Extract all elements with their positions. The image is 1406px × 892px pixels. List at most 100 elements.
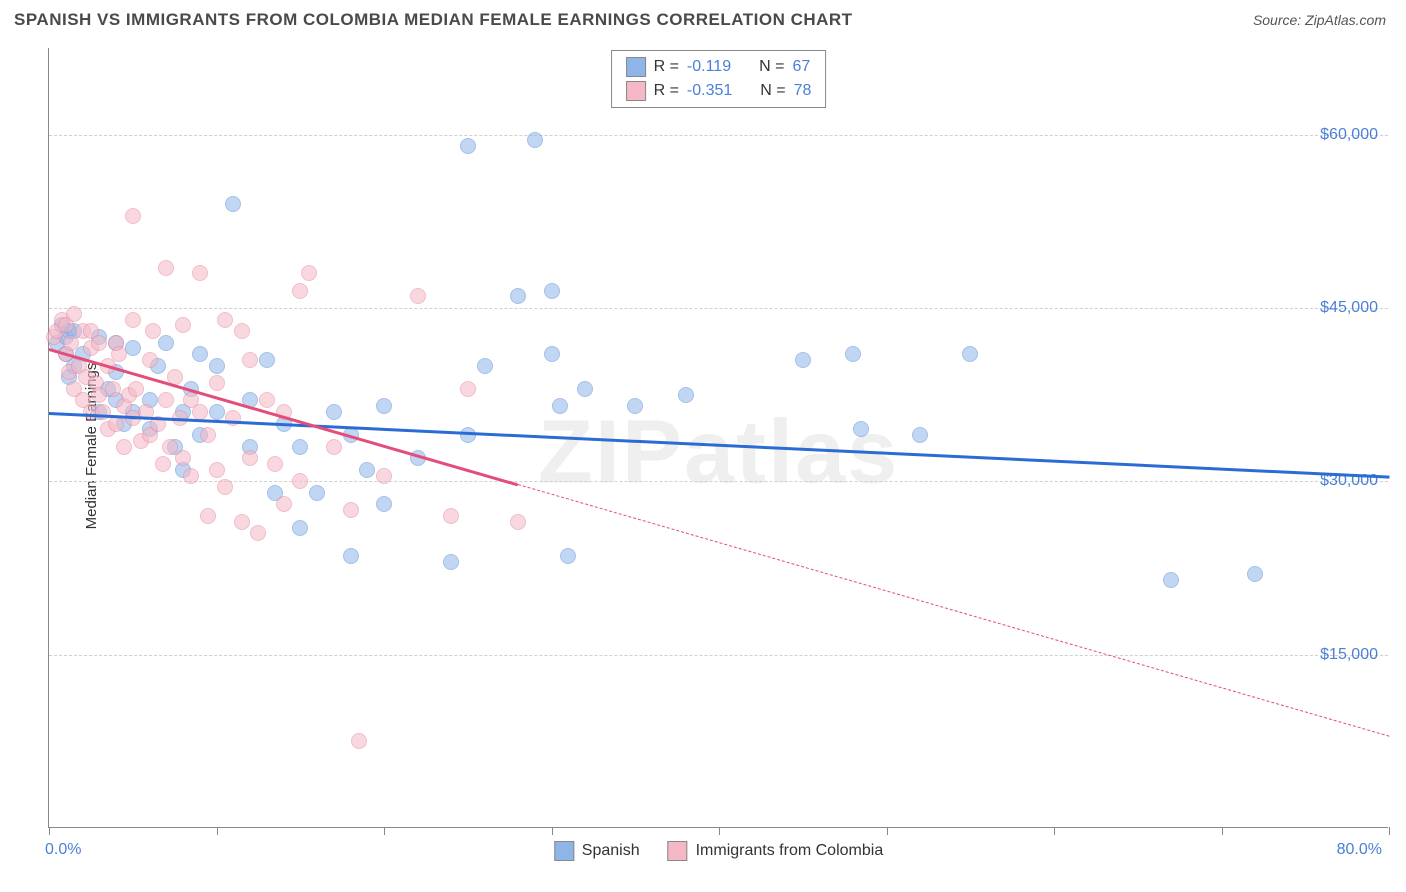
data-point [301, 265, 317, 281]
data-point [292, 439, 308, 455]
series-swatch [626, 57, 646, 77]
data-point [200, 508, 216, 524]
data-point [111, 346, 127, 362]
data-point [234, 323, 250, 339]
data-point [410, 288, 426, 304]
series-swatch [668, 841, 688, 861]
data-point [460, 427, 476, 443]
data-point [259, 352, 275, 368]
data-point [145, 323, 161, 339]
data-point [128, 381, 144, 397]
data-point [158, 260, 174, 276]
trend-line [518, 484, 1389, 737]
r-value: -0.351 [687, 82, 732, 100]
data-point [510, 288, 526, 304]
data-point [209, 358, 225, 374]
data-point [125, 208, 141, 224]
data-point [527, 132, 543, 148]
x-tick [384, 827, 385, 835]
data-point [376, 496, 392, 512]
correlation-row: R = -0.119 N = 67 [612, 55, 826, 79]
data-point [116, 439, 132, 455]
data-point [443, 508, 459, 524]
data-point [1247, 566, 1263, 582]
data-point [678, 387, 694, 403]
correlation-box: R = -0.119 N = 67 R = -0.351 N = 78 [611, 50, 827, 108]
data-point [217, 312, 233, 328]
x-tick [1222, 827, 1223, 835]
data-point [544, 346, 560, 362]
n-label: N = [760, 82, 785, 100]
data-point [376, 398, 392, 414]
data-point [192, 346, 208, 362]
data-point [962, 346, 978, 362]
data-point [460, 381, 476, 397]
series-swatch [554, 841, 574, 861]
data-point [209, 375, 225, 391]
data-point [309, 485, 325, 501]
chart-title: SPANISH VS IMMIGRANTS FROM COLOMBIA MEDI… [14, 10, 853, 30]
data-point [351, 733, 367, 749]
data-point [443, 554, 459, 570]
data-point [853, 421, 869, 437]
data-point [912, 427, 928, 443]
legend: Spanish Immigrants from Colombia [554, 841, 883, 861]
x-axis-max-label: 80.0% [1337, 841, 1382, 859]
data-point [343, 502, 359, 518]
data-point [192, 265, 208, 281]
chart-header: SPANISH VS IMMIGRANTS FROM COLOMBIA MEDI… [0, 0, 1406, 38]
data-point [158, 335, 174, 351]
data-point [242, 450, 258, 466]
data-point [627, 398, 643, 414]
data-point [292, 473, 308, 489]
data-point [192, 404, 208, 420]
data-point [510, 514, 526, 530]
gridline [49, 481, 1388, 482]
data-point [292, 283, 308, 299]
series-swatch [626, 81, 646, 101]
correlation-row: R = -0.351 N = 78 [612, 79, 826, 103]
x-tick [552, 827, 553, 835]
data-point [66, 306, 82, 322]
legend-label: Immigrants from Colombia [696, 842, 884, 860]
n-value: 78 [794, 82, 812, 100]
data-point [158, 392, 174, 408]
data-point [460, 138, 476, 154]
data-point [1163, 572, 1179, 588]
x-tick [1054, 827, 1055, 835]
r-value: -0.119 [687, 58, 731, 76]
data-point [845, 346, 861, 362]
data-point [577, 381, 593, 397]
x-axis-min-label: 0.0% [45, 841, 81, 859]
data-point [276, 496, 292, 512]
r-label: R = [654, 58, 679, 76]
data-point [242, 352, 258, 368]
data-point [209, 404, 225, 420]
data-point [200, 427, 216, 443]
data-point [142, 352, 158, 368]
data-point [234, 514, 250, 530]
data-point [376, 468, 392, 484]
data-point [250, 525, 266, 541]
x-tick [719, 827, 720, 835]
data-point [162, 439, 178, 455]
data-point [209, 462, 225, 478]
data-point [359, 462, 375, 478]
legend-item: Spanish [554, 841, 640, 861]
r-label: R = [654, 82, 679, 100]
data-point [125, 312, 141, 328]
legend-label: Spanish [582, 842, 640, 860]
data-point [175, 317, 191, 333]
data-point [267, 456, 283, 472]
data-point [95, 404, 111, 420]
n-label: N = [759, 58, 784, 76]
legend-item: Immigrants from Colombia [668, 841, 884, 861]
x-tick [887, 827, 888, 835]
data-point [105, 381, 121, 397]
data-point [155, 456, 171, 472]
data-point [477, 358, 493, 374]
data-point [326, 439, 342, 455]
y-tick-label: $45,000 [1320, 299, 1378, 317]
data-point [259, 392, 275, 408]
y-tick-label: $60,000 [1320, 126, 1378, 144]
